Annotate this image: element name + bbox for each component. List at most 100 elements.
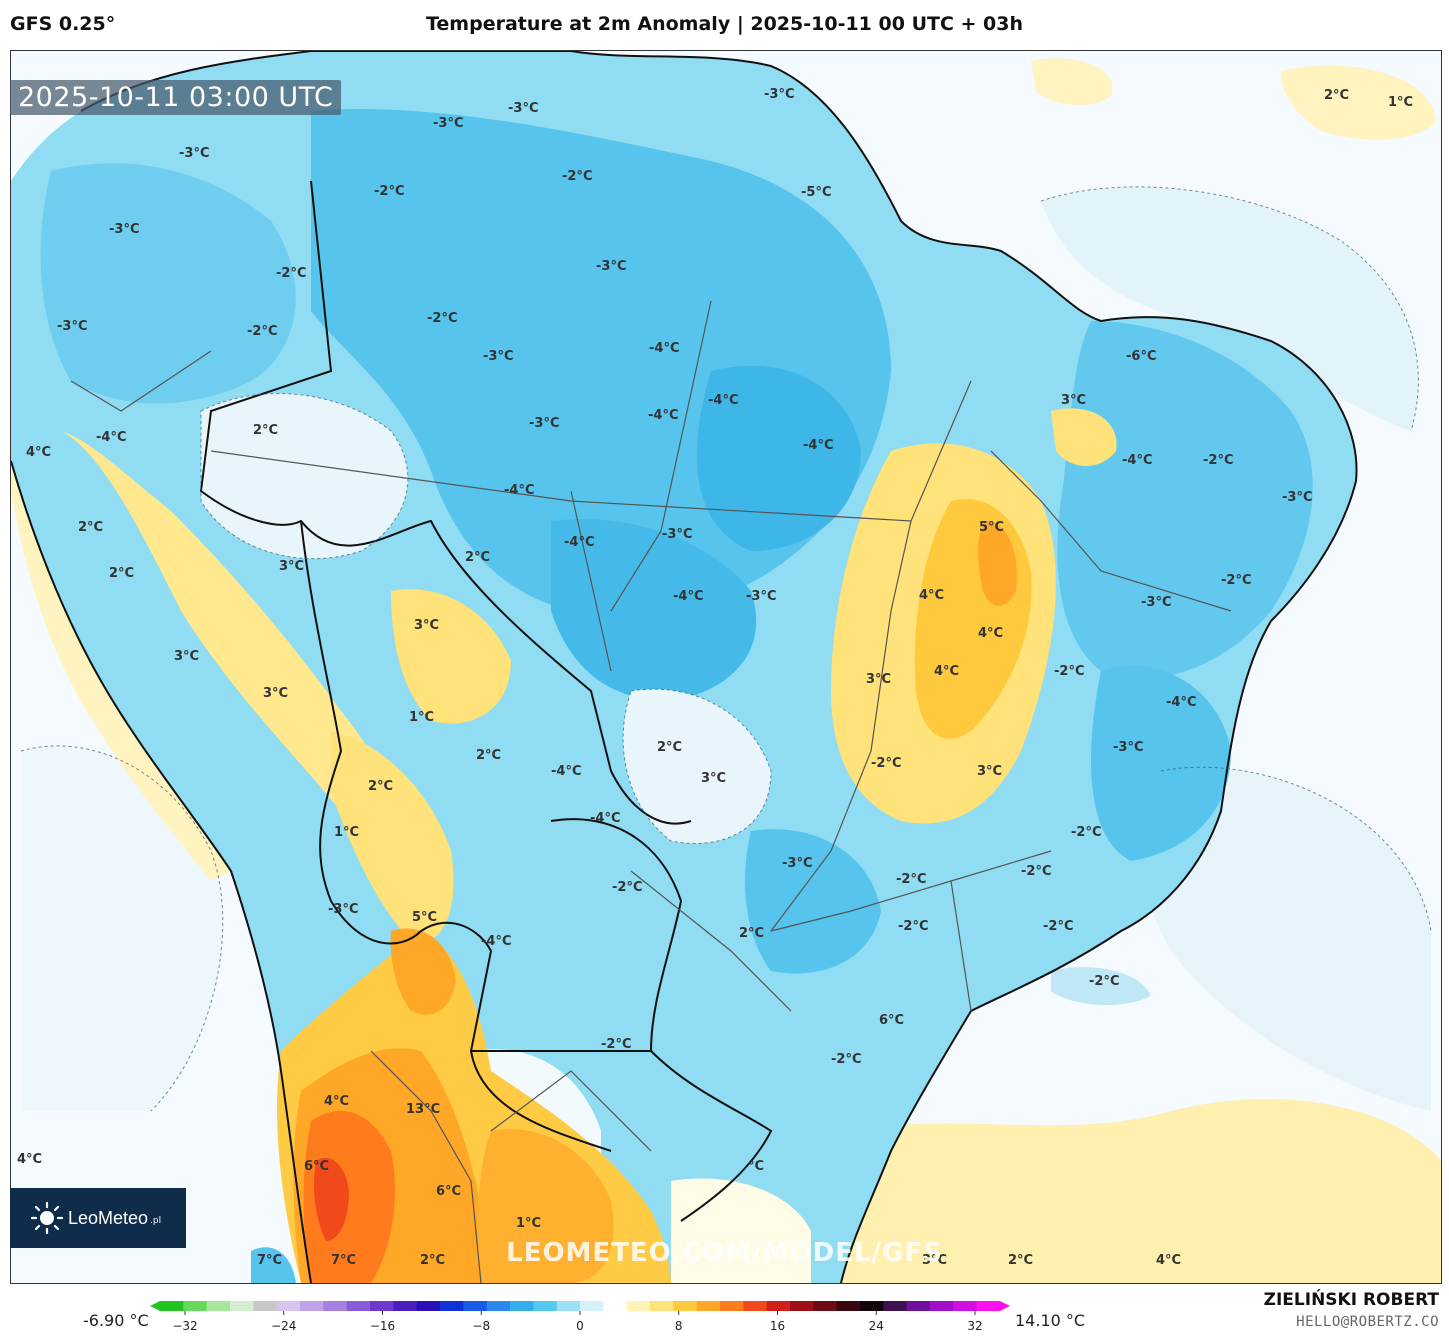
contour-label: -3°C <box>328 902 358 917</box>
contour-label: -2°C <box>247 324 277 339</box>
contour-label: 6°C <box>304 1159 329 1174</box>
scale-tick-label: −16 <box>370 1319 395 1333</box>
scale-swatch <box>696 1301 721 1311</box>
scale-swatch <box>300 1301 324 1311</box>
valid-time-badge: 2025-10-11 03:00 UTC <box>10 80 342 115</box>
scale-swatch <box>230 1301 254 1311</box>
scale-swatch <box>276 1301 301 1311</box>
contour-label: 1°C <box>1388 95 1413 110</box>
watermark-url: LEOMETEO.COM/MODEL/GFS <box>506 1238 943 1268</box>
contour-label: -3°C <box>764 87 794 102</box>
contour-label: -2°C <box>1021 864 1051 879</box>
legend-max-label: 14.10 °C <box>1015 1311 1086 1330</box>
map-panel: 2°C 1°C -3°C -3°C -3°C -3°C -2°C -5°C -3… <box>10 50 1442 1284</box>
contour-label: -2°C <box>871 756 901 771</box>
model-label: GFS 0.25° <box>10 13 116 35</box>
contour-label: -3°C <box>529 416 559 431</box>
contour-label: -2°C <box>427 311 457 326</box>
sun-icon <box>30 1201 64 1235</box>
contour-label: 2°C <box>739 926 764 941</box>
contour-label: 4°C <box>324 1094 349 1109</box>
scale-swatch <box>580 1301 604 1311</box>
scale-swatch <box>603 1301 628 1311</box>
scale-tick-label: −24 <box>271 1319 296 1333</box>
contour-label: -4°C <box>803 438 833 453</box>
contour-label: 2°C <box>465 550 490 565</box>
contour-label: -4°C <box>481 934 511 949</box>
contour-label: 2°C <box>253 423 278 438</box>
contour-label: 2°C <box>78 520 103 535</box>
contour-label: -3°C <box>1282 490 1312 505</box>
contour-label: -2°C <box>898 919 928 934</box>
contour-label: 3°C <box>279 559 304 574</box>
contour-label: 3°C <box>174 649 199 664</box>
contour-label: 7°C <box>257 1253 282 1268</box>
contour-label: -2°C <box>1071 825 1101 840</box>
contour-label: 7°C <box>331 1253 356 1268</box>
scale-tick-label: 8 <box>675 1319 683 1333</box>
scale-swatch <box>160 1301 184 1311</box>
contour-label: 13°C <box>406 1102 440 1117</box>
scale-swatch <box>953 1301 978 1311</box>
color-scale-bar: −32 −24 −16 −8 0 8 16 24 32 <box>150 1301 1010 1333</box>
contour-label: 3°C <box>701 771 726 786</box>
contour-label: 3°C <box>866 672 891 687</box>
contour-label: -6°C <box>1126 349 1156 364</box>
contour-label: 2°C <box>109 566 134 581</box>
scale-swatch <box>906 1301 931 1311</box>
contour-label: -3°C <box>179 146 209 161</box>
contour-label: 5°C <box>979 520 1004 535</box>
contour-label: -4°C <box>648 408 678 423</box>
scale-arrow-left <box>150 1301 160 1311</box>
scale-swatch <box>463 1301 488 1311</box>
contour-label: -3°C <box>1113 740 1143 755</box>
contour-label: -4°C <box>1122 453 1152 468</box>
author-name: ZIELIŃSKI ROBERT <box>1263 1290 1439 1310</box>
leometeo-logo: LeoMeteo .pl <box>10 1188 186 1248</box>
scale-swatch <box>766 1301 791 1311</box>
contour-label: -4°C <box>673 589 703 604</box>
contour-label: -4°C <box>564 535 594 550</box>
contour-label: -2°C <box>831 1052 861 1067</box>
contour-label: 2°C <box>1008 1253 1033 1268</box>
scale-swatch <box>930 1301 954 1311</box>
scale-swatch <box>416 1301 441 1311</box>
contour-label: 4°C <box>1156 1253 1181 1268</box>
scale-swatch <box>253 1301 278 1311</box>
contour-label: -3°C <box>508 101 538 116</box>
contour-label: 2°C <box>1324 88 1349 103</box>
contour-label: -3°C <box>746 589 776 604</box>
contour-label: 3°C <box>263 686 288 701</box>
contour-label: -2°C <box>1089 974 1119 989</box>
contour-label: -2°C <box>1043 919 1073 934</box>
contour-label: -2°C <box>612 880 642 895</box>
contour-label: 4°C <box>919 588 944 603</box>
scale-swatch <box>393 1301 418 1311</box>
scale-swatch <box>556 1301 581 1311</box>
contour-label: 2°C <box>420 1253 445 1268</box>
scale-tick-label: −8 <box>472 1319 490 1333</box>
contour-label: -2°C <box>276 266 306 281</box>
contour-label: -2°C <box>1203 453 1233 468</box>
contour-label: 2°C <box>476 748 501 763</box>
scale-swatch <box>883 1301 908 1311</box>
scale-swatch <box>976 1301 1001 1311</box>
contour-label: -4°C <box>504 483 534 498</box>
contour-label: -3°C <box>1141 595 1171 610</box>
scale-swatch <box>720 1301 744 1311</box>
contour-label: -2°C <box>1054 664 1084 679</box>
contour-label: -3°C <box>483 349 513 364</box>
contour-label: -3°C <box>596 259 626 274</box>
contour-label: 4°C <box>26 445 51 460</box>
contour-label: 4°C <box>934 664 959 679</box>
contour-label: -3°C <box>782 856 812 871</box>
scale-swatch <box>370 1301 394 1311</box>
contour-label: -4°C <box>551 764 581 779</box>
contour-label: 3°C <box>414 618 439 633</box>
contour-label: 3°C <box>977 764 1002 779</box>
scale-tick-label: 24 <box>869 1319 884 1333</box>
scale-swatch <box>346 1301 371 1311</box>
scale-swatch <box>673 1301 698 1311</box>
contour-label: 2°C <box>368 779 393 794</box>
logo-name: LeoMeteo <box>68 1207 149 1228</box>
